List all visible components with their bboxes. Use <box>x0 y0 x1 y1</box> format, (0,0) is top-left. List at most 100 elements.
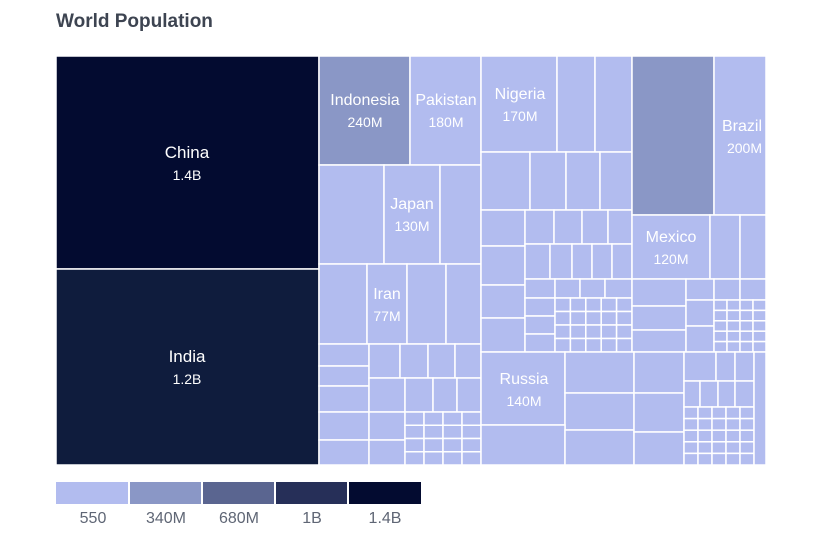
treemap-cell <box>633 351 685 394</box>
treemap-cell <box>442 437 463 453</box>
treemap-cell <box>709 214 741 280</box>
treemap-cell <box>404 451 425 466</box>
treemap-cell <box>554 297 572 313</box>
treemap-cell <box>600 324 618 340</box>
treemap-cell <box>524 297 556 317</box>
treemap-cell-pakistan <box>409 55 482 166</box>
treemap-cell <box>726 330 741 343</box>
treemap-cell <box>318 263 368 345</box>
treemap-cell <box>423 424 444 440</box>
treemap-cell <box>600 297 618 313</box>
treemap-cell <box>524 209 555 245</box>
treemap-cell <box>739 406 755 420</box>
treemap-cell <box>615 310 633 326</box>
treemap-cell <box>442 411 463 426</box>
label-mexico: Mexico <box>646 229 697 246</box>
treemap-cell <box>752 320 767 332</box>
treemap-cell-china <box>55 55 320 270</box>
treemap-cell <box>569 297 587 313</box>
treemap-cell <box>713 278 741 301</box>
legend-swatch-2 <box>130 482 203 504</box>
legend-swatch-3 <box>203 482 276 504</box>
treemap-cell <box>480 209 526 247</box>
treemap-cell <box>725 417 741 431</box>
treemap-cell <box>564 429 635 466</box>
legend-swatch-1 <box>56 482 130 504</box>
treemap-cell <box>480 151 531 211</box>
treemap-cell <box>368 439 406 466</box>
legend-label-2: 340M <box>145 510 187 527</box>
treemap-cell <box>454 343 482 379</box>
treemap-cell <box>318 343 370 367</box>
treemap-cell <box>607 209 633 245</box>
value-india: 1.2B <box>173 371 202 387</box>
label-nigeria: Nigeria <box>495 86 546 103</box>
treemap-cell <box>711 429 727 443</box>
treemap-cell <box>461 451 482 466</box>
treemap-cell-brazil <box>713 55 767 216</box>
label-iran: Iran <box>373 286 401 303</box>
treemap-cell <box>752 309 767 322</box>
treemap-cell <box>439 164 482 265</box>
treemap-cell <box>715 351 736 382</box>
legend-swatch-4 <box>276 482 349 504</box>
treemap-chart: China 1.4B India 1.2B Indonesia 240M Pakistan 1… <box>55 55 767 466</box>
legend-label-1: 550 <box>79 510 107 527</box>
treemap-cell <box>685 278 715 301</box>
treemap-cell <box>633 392 685 433</box>
treemap-cell <box>318 365 370 387</box>
treemap-cell <box>554 324 572 340</box>
treemap-cell <box>571 243 593 280</box>
treemap-cell-japan <box>383 164 441 265</box>
treemap-cell <box>368 411 406 441</box>
chart-title: World Population <box>56 11 213 32</box>
treemap-cell <box>399 343 429 379</box>
treemap-cell <box>368 377 406 413</box>
treemap-cell <box>697 417 713 431</box>
treemap-cell <box>529 151 567 211</box>
treemap-cell <box>711 452 727 466</box>
treemap-cell <box>683 441 699 455</box>
treemap-cell <box>717 380 736 408</box>
treemap-cell <box>725 406 741 420</box>
treemap-cell <box>554 310 572 326</box>
treemap-cell <box>569 324 587 340</box>
treemap-cell <box>611 243 633 280</box>
treemap-cell <box>697 441 713 455</box>
treemap-cell <box>711 417 727 431</box>
treemap-cell <box>554 278 581 299</box>
treemap-cell <box>569 310 587 326</box>
treemap-cell <box>726 309 741 322</box>
treemap-cell <box>600 337 618 353</box>
treemap-cell <box>423 451 444 466</box>
treemap-cell <box>753 351 767 466</box>
treemap-cell <box>752 330 767 343</box>
treemap-cell <box>600 310 618 326</box>
treemap-cell <box>585 297 602 313</box>
treemap-cell <box>461 424 482 440</box>
treemap-cell <box>615 337 633 353</box>
treemap-cell <box>683 406 699 420</box>
treemap-cell <box>368 343 401 379</box>
treemap-cell <box>585 337 602 353</box>
treemap-cell <box>734 380 755 408</box>
treemap-cell <box>739 214 767 280</box>
treemap-cell <box>432 377 458 413</box>
treemap-cell <box>713 309 728 322</box>
treemap-cell <box>427 343 456 379</box>
treemap-cell <box>713 320 728 332</box>
treemap-cell <box>318 385 370 413</box>
treemap-cell <box>585 324 602 340</box>
treemap-cell <box>739 330 754 343</box>
treemap-cell-indonesia <box>318 55 411 166</box>
treemap-cell <box>445 263 482 345</box>
treemap-cell <box>564 392 635 431</box>
value-japan: 130M <box>394 218 429 234</box>
treemap-cell <box>631 278 687 307</box>
label-india: India <box>169 347 206 366</box>
treemap-cell <box>423 437 444 453</box>
treemap-cell <box>524 278 556 299</box>
treemap-cell <box>752 299 767 312</box>
treemap-cell <box>683 351 717 382</box>
treemap-cell <box>404 411 425 426</box>
